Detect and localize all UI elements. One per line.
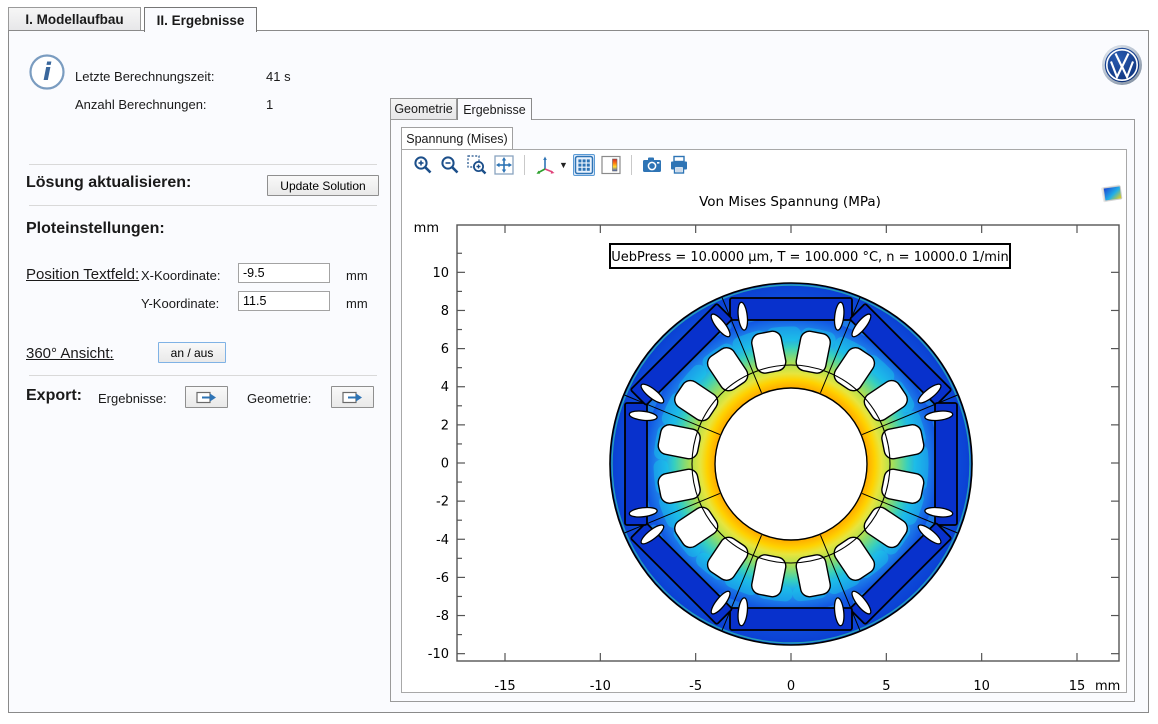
y-coordinate-label: Y-Koordinate:	[141, 296, 219, 311]
tab-ergebnisse[interactable]: II. Ergebnisse	[144, 7, 257, 32]
last-computation-label: Letzte Berechnungszeit:	[75, 69, 214, 84]
x-tick-label: 5	[882, 679, 890, 694]
plot-settings-heading: Ploteinstellungen:	[26, 220, 165, 238]
export-geometry-button[interactable]	[331, 386, 374, 408]
svg-text:i: i	[43, 58, 52, 86]
y-tick-label: 4	[441, 380, 449, 395]
view-360-label: 360° Ansicht:	[26, 345, 114, 362]
tab-modellaufbau-label: I. Modellaufbau	[25, 12, 123, 27]
plot-toolbar: ▼	[402, 150, 1126, 180]
info-icon: i	[28, 53, 66, 91]
x-tick-label: -15	[494, 679, 515, 694]
tab-geometrie[interactable]: Geometrie	[390, 98, 457, 119]
export-icon	[342, 390, 364, 405]
y-tick-label: 2	[441, 418, 449, 433]
plot-thumbnail-icon[interactable]	[1101, 184, 1122, 202]
tab-geometrie-label: Geometrie	[394, 102, 452, 116]
x-coordinate-label: X-Koordinate:	[141, 268, 221, 283]
y-tick-label: 10	[432, 266, 449, 281]
update-solution-button[interactable]: Update Solution	[267, 175, 379, 196]
y-tick-label: -8	[436, 609, 449, 624]
fem-plot-canvas[interactable]: Von Mises Spannung (MPa) mm mm -15 -10 -5 0…	[401, 180, 1127, 694]
update-solution-button-label: Update Solution	[280, 179, 365, 193]
x-tick-label: 0	[787, 679, 795, 694]
update-solution-heading: Lösung aktualisieren:	[26, 174, 191, 192]
tab-spannung-mises-label: Spannung (Mises)	[406, 132, 507, 146]
plot-title: Von Mises Spannung (MPa)	[699, 194, 881, 210]
view-360-toggle-button[interactable]: an / aus	[158, 342, 226, 363]
divider	[29, 205, 377, 206]
results-tab-content: Spannung (Mises)	[390, 119, 1135, 702]
view-orientation-icon[interactable]	[534, 154, 556, 176]
x-unit-label: mm	[346, 268, 368, 283]
print-icon[interactable]	[668, 154, 690, 176]
y-tick-label: 0	[441, 457, 449, 472]
tab-spannung-mises[interactable]: Spannung (Mises)	[401, 127, 513, 149]
zoom-out-icon[interactable]	[439, 154, 461, 176]
tab-ergebnisse-label: II. Ergebnisse	[157, 13, 245, 28]
vw-logo	[1101, 44, 1143, 86]
export-results-label: Ergebnisse:	[98, 391, 167, 406]
export-geometry-label: Geometrie:	[247, 391, 311, 406]
x-tick-label: -5	[689, 679, 702, 694]
tab-ergebnisse-plot[interactable]: Ergebnisse	[457, 98, 532, 120]
toolbar-separator	[524, 155, 525, 175]
y-tick-label: -10	[428, 647, 449, 662]
y-tick-label: 8	[441, 304, 449, 319]
snapshot-icon[interactable]	[641, 154, 663, 176]
annotation-text: UebPress = 10.0000 μm, T = 100.000 °C, n…	[611, 250, 1009, 265]
divider	[29, 375, 377, 376]
main-frame: i Letzte Berechnungszeit: 41 s Anzahl Be…	[8, 30, 1149, 713]
computation-count-label: Anzahl Berechnungen:	[75, 97, 207, 112]
view-360-toggle-label: an / aus	[171, 346, 214, 360]
computation-count-value: 1	[266, 97, 273, 112]
annotation-box: UebPress = 10.0000 μm, T = 100.000 °C, n…	[610, 244, 1010, 268]
y-coordinate-input[interactable]	[238, 291, 330, 311]
divider	[29, 164, 377, 165]
view-orientation-dropdown-caret[interactable]: ▼	[559, 160, 568, 170]
zoom-to-selection-icon[interactable]	[466, 154, 488, 176]
y-axis-unit: mm	[414, 221, 439, 236]
export-results-button[interactable]	[185, 386, 228, 408]
motor-cross-section	[610, 283, 972, 645]
x-tick-label: 15	[1069, 679, 1086, 694]
zoom-extents-icon[interactable]	[493, 154, 515, 176]
text-position-label: Position Textfeld:	[26, 266, 139, 283]
toolbar-separator	[631, 155, 632, 175]
plot-window: ▼	[401, 149, 1127, 693]
tab-modellaufbau[interactable]: I. Modellaufbau	[8, 7, 141, 30]
results-panel: Geometrie Ergebnisse Spannung (Mises)	[390, 98, 1136, 714]
y-tick-label: -6	[436, 571, 449, 586]
last-computation-value: 41 s	[266, 69, 291, 84]
y-tick-label: -2	[436, 495, 449, 510]
export-icon	[196, 390, 218, 405]
export-heading: Export:	[26, 387, 82, 405]
x-coordinate-input[interactable]	[238, 263, 330, 283]
y-unit-label: mm	[346, 296, 368, 311]
x-axis-unit: mm	[1095, 679, 1120, 694]
y-tick-label: 6	[441, 342, 449, 357]
color-legend-icon[interactable]	[600, 154, 622, 176]
y-tick-label: -4	[436, 533, 449, 548]
x-tick-label: 10	[973, 679, 990, 694]
x-tick-label: -10	[590, 679, 611, 694]
zoom-in-icon[interactable]	[412, 154, 434, 176]
tab-ergebnisse-plot-label: Ergebnisse	[463, 103, 526, 117]
grid-icon[interactable]	[573, 154, 595, 176]
